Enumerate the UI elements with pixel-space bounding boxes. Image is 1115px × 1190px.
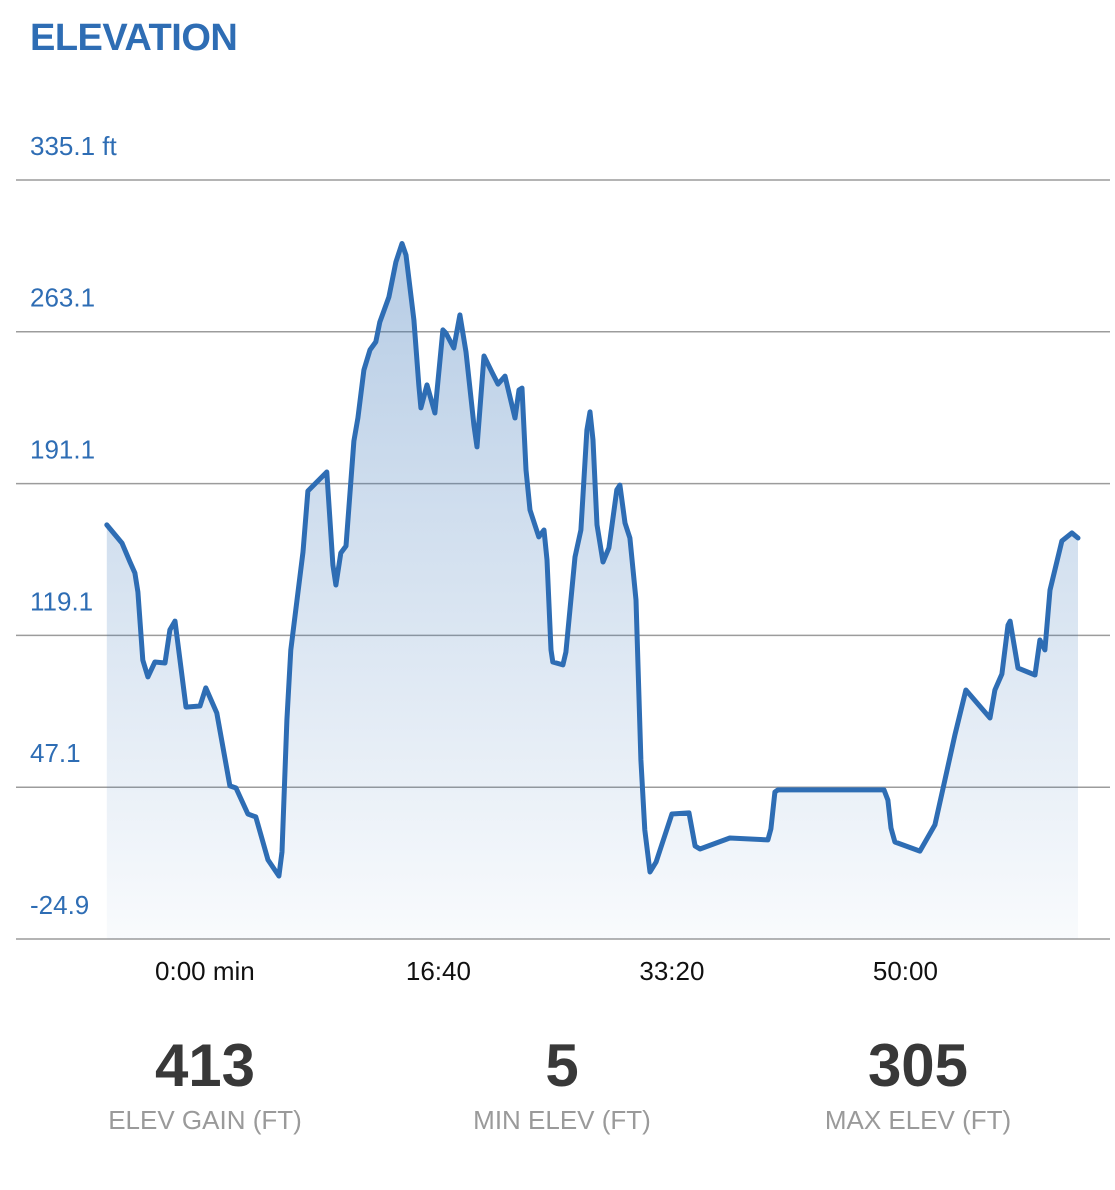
stat-value: 413 [155,1032,255,1099]
chart-title: ELEVATION [30,17,237,59]
x-tick-label: 33:20 [639,956,704,986]
x-tick-label: 16:40 [406,956,471,986]
stat-label: MIN ELEV (FT) [473,1105,651,1135]
stat-label: MAX ELEV (FT) [825,1105,1011,1135]
x-tick-label: 50:00 [873,956,938,986]
x-tick-label: 0:00 min [155,956,255,986]
y-tick-label: 335.1 ft [30,131,118,161]
y-tick-label: 263.1 [30,283,95,313]
stat-value: 305 [868,1032,968,1099]
area-fill [106,243,1079,939]
y-tick-label: 119.1 [30,586,93,616]
y-tick-label: 47.1 [30,738,81,768]
stat-label: ELEV GAIN (FT) [108,1105,302,1135]
stat-value: 5 [545,1032,578,1099]
y-tick-label: 191.1 [30,434,95,464]
elevation-line [104,241,1081,879]
y-tick-label: -24.9 [30,890,89,920]
